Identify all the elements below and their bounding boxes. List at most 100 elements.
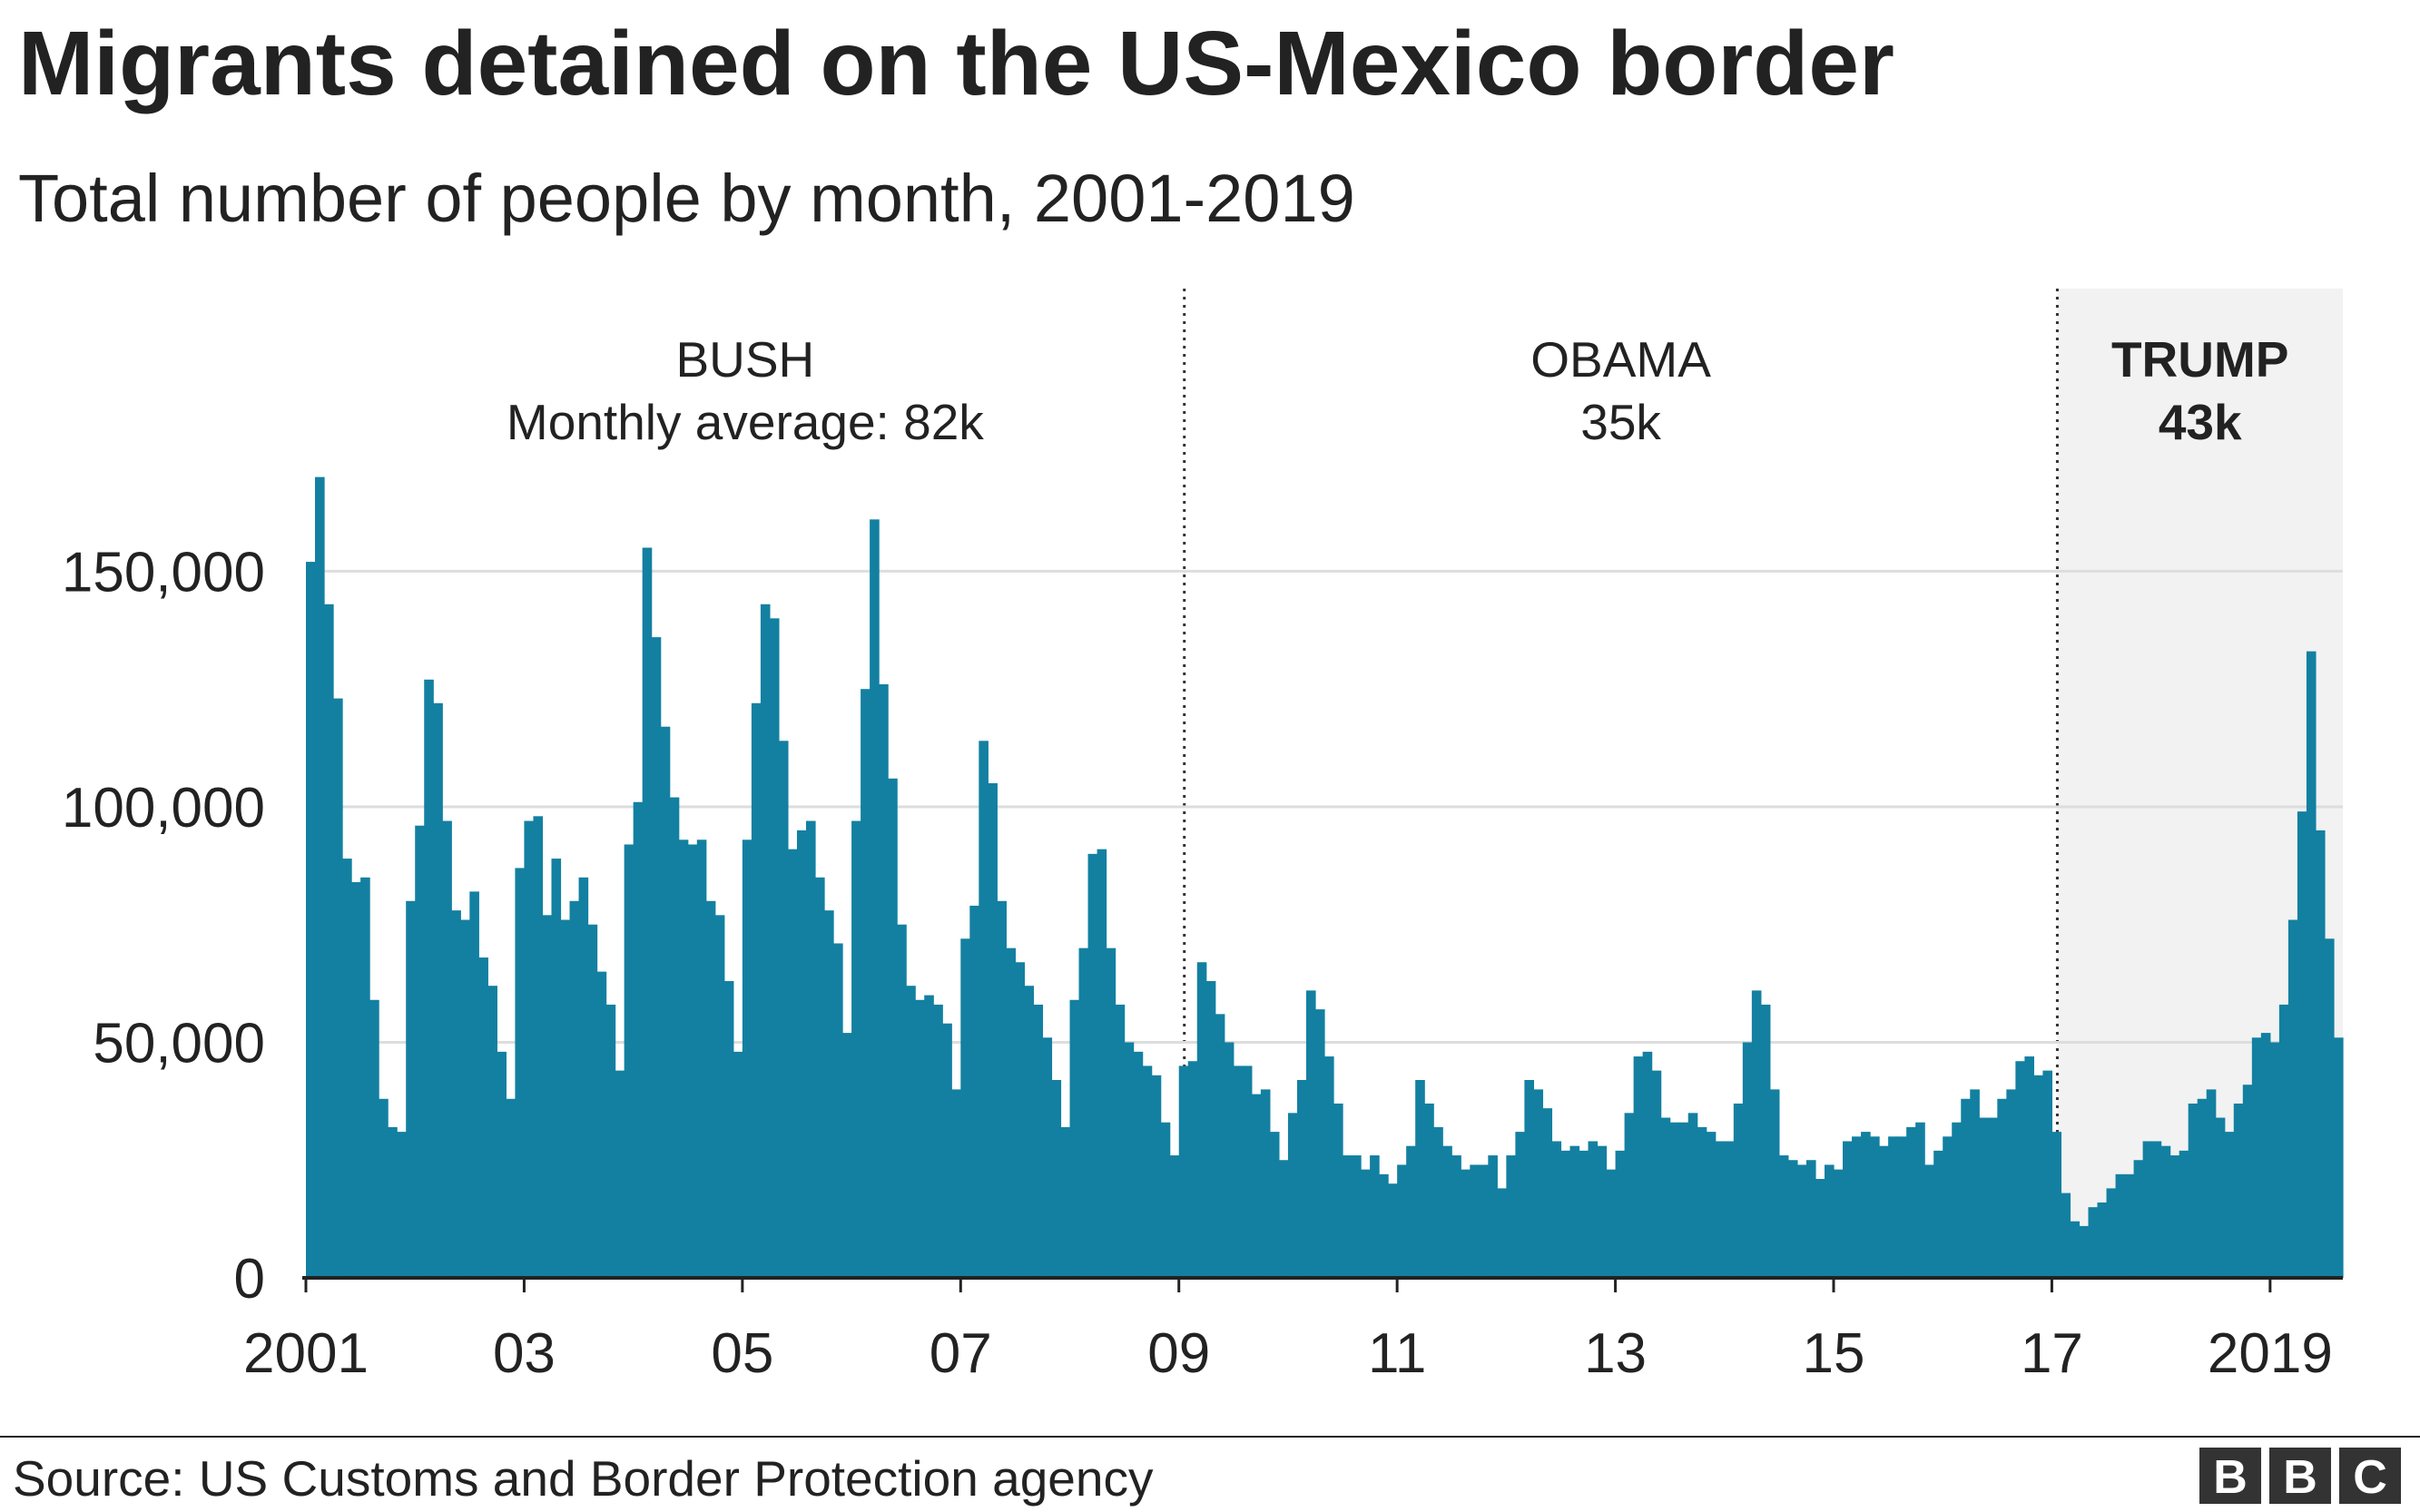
bar — [633, 801, 644, 1278]
bar — [642, 547, 653, 1278]
bar — [2142, 1141, 2153, 1278]
bar — [1106, 947, 1117, 1278]
bar — [351, 882, 361, 1278]
bar — [333, 698, 343, 1278]
bar — [1970, 1089, 1980, 1278]
bar — [1497, 1188, 1507, 1278]
bar — [515, 868, 526, 1278]
x-tick-label: 2001 — [243, 1322, 369, 1385]
bar — [1442, 1145, 1452, 1278]
bar — [1633, 1056, 1644, 1278]
bar — [1724, 1141, 1735, 1278]
bar — [1015, 962, 1026, 1278]
bar — [997, 900, 1007, 1278]
bar — [915, 999, 925, 1278]
bar — [796, 830, 807, 1278]
x-tick-label: 03 — [493, 1322, 556, 1385]
bar — [1506, 1155, 1516, 1278]
bar — [1379, 1173, 1389, 1278]
bar — [1796, 1164, 1807, 1278]
bar — [969, 905, 979, 1278]
bar — [1169, 1155, 1180, 1278]
bar — [460, 919, 470, 1278]
bar — [2324, 938, 2335, 1278]
bar — [833, 943, 843, 1278]
bar — [415, 825, 425, 1278]
bar — [1979, 1117, 1989, 1278]
bar — [2115, 1173, 2126, 1278]
y-tick-label: 0 — [234, 1248, 265, 1311]
bar — [1287, 1113, 1298, 1278]
bar — [1187, 1061, 1198, 1278]
bar — [742, 839, 753, 1278]
bar — [1515, 1132, 1525, 1278]
bar — [1815, 1179, 1825, 1278]
logo-letter: B — [2283, 1451, 2317, 1504]
bar — [1215, 1014, 1225, 1278]
bar — [1524, 1080, 1535, 1278]
bar — [324, 604, 334, 1278]
y-tick-label: 50,000 — [93, 1012, 265, 1075]
region-name: BUSH — [675, 331, 814, 388]
bar — [942, 1023, 952, 1278]
bar — [778, 741, 789, 1278]
bar — [2306, 651, 2317, 1278]
bar — [1305, 990, 1316, 1278]
bar — [424, 679, 434, 1278]
logo-block — [2269, 1448, 2331, 1504]
bar — [306, 562, 316, 1278]
x-tick-label: 15 — [1803, 1322, 1865, 1385]
bar — [2088, 1207, 2099, 1278]
bar — [624, 844, 635, 1278]
logo-letter: B — [2213, 1451, 2248, 1504]
bar — [1997, 1098, 2007, 1278]
bar — [560, 919, 571, 1278]
x-tick-label: 05 — [711, 1322, 773, 1385]
bar — [1988, 1117, 1998, 1278]
bar — [2215, 1117, 2226, 1278]
bar — [1451, 1155, 1461, 1278]
bar — [1588, 1141, 1599, 1278]
bar — [1178, 1065, 1189, 1278]
bar — [1205, 981, 1216, 1278]
bar — [1870, 1136, 1880, 1278]
bar — [1251, 1094, 1262, 1278]
bar — [587, 924, 598, 1278]
bar — [605, 1004, 616, 1278]
bar — [487, 986, 497, 1278]
bar — [2051, 1132, 2062, 1278]
bar — [2197, 1098, 2208, 1278]
bar — [669, 797, 680, 1278]
bar — [2333, 1037, 2344, 1278]
bar — [2269, 1042, 2280, 1278]
bar — [1433, 1126, 1443, 1278]
bar — [805, 820, 816, 1278]
y-tick-label: 150,000 — [62, 541, 265, 604]
bar — [842, 1033, 852, 1278]
bar — [524, 820, 535, 1278]
bar — [569, 900, 580, 1278]
bar — [2160, 1145, 2171, 1278]
bar — [2151, 1141, 2162, 1278]
bar — [1760, 1004, 1771, 1278]
region-note: 43k — [2159, 394, 2242, 450]
bar — [1397, 1164, 1407, 1278]
x-tick-label: 07 — [930, 1322, 992, 1385]
bar — [1642, 1051, 1653, 1278]
bar — [1924, 1164, 1934, 1278]
bar — [2042, 1070, 2053, 1278]
bar — [442, 820, 452, 1278]
bar — [769, 618, 780, 1278]
region-note: Monthly average: 82k — [507, 394, 984, 450]
bar — [1933, 1150, 1943, 1278]
bar — [1296, 1080, 1307, 1278]
bar — [1124, 1042, 1135, 1278]
bar — [2169, 1155, 2180, 1278]
bar — [824, 910, 834, 1278]
bar — [1742, 1042, 1753, 1278]
bar — [1879, 1145, 1889, 1278]
bar — [1915, 1122, 1925, 1278]
bar — [406, 900, 416, 1278]
bar — [760, 604, 771, 1278]
